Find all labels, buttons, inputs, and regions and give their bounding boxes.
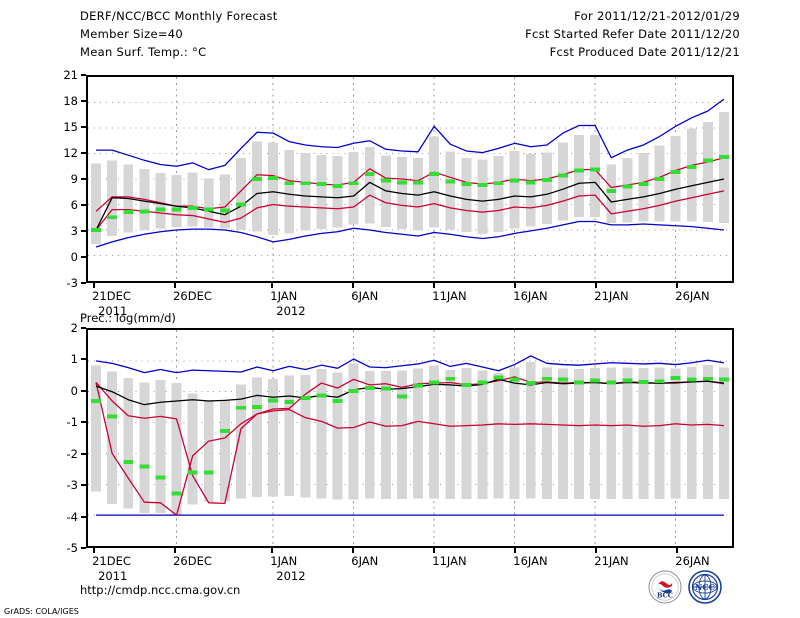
y-tick-mark: [81, 282, 86, 284]
temp-unit-caption: Mean Surf. Temp.: °C: [80, 45, 207, 59]
y-tick-mark: [81, 152, 86, 154]
y-tick-label: 0: [70, 250, 78, 264]
x-tick-label: 21DEC: [92, 554, 131, 568]
y-tick-mark: [81, 452, 86, 455]
x-tick-year-label: 2012: [276, 304, 306, 318]
x-tick-mark: [595, 548, 598, 553]
y-tick-mark: [81, 421, 86, 424]
y-tick-label: 9: [70, 172, 78, 186]
grads-credit: GrADS: COLA/IGES: [4, 607, 79, 616]
y-tick-mark: [81, 230, 86, 232]
ncc-logo-text: NCC: [695, 582, 715, 592]
y-tick-label: 3: [70, 224, 78, 238]
x-tick-year-label: 2012: [276, 569, 306, 583]
page-title: DERF/NCC/BCC Monthly Forecast: [80, 9, 278, 23]
y-tick-mark: [81, 358, 86, 361]
y-tick-label: 0: [70, 383, 78, 398]
ncc-logo-icon: NCC: [688, 570, 722, 604]
y-tick-label: -4: [66, 509, 78, 524]
y-tick-mark: [81, 484, 86, 487]
x-tick-mark: [352, 548, 355, 553]
x-tick-label: 26DEC: [173, 289, 212, 303]
x-tick-label: 21DEC: [92, 289, 131, 303]
y-tick-label: 2: [70, 321, 78, 335]
x-tick-mark: [514, 548, 517, 553]
x-tick-mark: [174, 283, 177, 288]
y-tick-label: 12: [63, 146, 78, 160]
x-tick-label: 26JAN: [675, 554, 710, 568]
prec-unit-caption: Prec.: log(mm/d): [80, 311, 176, 325]
x-tick-mark: [271, 283, 274, 288]
y-tick-label: 21: [63, 68, 78, 82]
x-tick-mark: [93, 548, 96, 553]
x-tick-label: 26JAN: [675, 289, 710, 303]
bcc-logo-icon: BCC: [648, 570, 682, 604]
y-tick-label: -5: [66, 541, 78, 555]
x-tick-label: 1JAN: [270, 554, 298, 568]
x-tick-mark: [514, 283, 517, 288]
x-tick-mark: [433, 283, 436, 288]
x-tick-label: 21JAN: [594, 289, 629, 303]
y-tick-label: -2: [66, 446, 78, 461]
y-tick-label: 6: [70, 198, 78, 212]
temperature-chart-svg: [88, 77, 732, 281]
y-tick-mark: [81, 389, 86, 392]
x-tick-label: 26DEC: [173, 554, 212, 568]
source-url[interactable]: http://cmdp.ncc.cma.gov.cn: [80, 583, 241, 597]
x-tick-label: 1JAN: [270, 289, 298, 303]
y-tick-mark: [81, 515, 86, 518]
x-tick-mark: [676, 283, 679, 288]
x-tick-label: 16JAN: [513, 289, 548, 303]
x-tick-mark: [676, 548, 679, 553]
x-tick-year-label: 2011: [98, 569, 128, 583]
x-tick-label: 21JAN: [594, 554, 629, 568]
y-tick-mark: [81, 327, 86, 329]
y-tick-label: 1: [70, 352, 78, 367]
precipitation-chart-svg: [88, 330, 732, 546]
x-tick-mark: [271, 548, 274, 553]
temperature-chart-plot-area: [86, 75, 734, 283]
x-tick-label: 6JAN: [351, 554, 379, 568]
y-tick-mark: [81, 126, 86, 128]
y-tick-mark: [81, 100, 86, 102]
x-tick-label: 16JAN: [513, 554, 548, 568]
y-tick-label: 18: [63, 94, 78, 108]
y-tick-mark: [81, 256, 86, 258]
x-tick-mark: [174, 548, 177, 553]
forecast-range-label: For 2011/12/21-2012/01/29: [574, 9, 740, 23]
x-tick-mark: [595, 283, 598, 288]
y-tick-label: -3: [66, 478, 78, 493]
x-tick-mark: [433, 548, 436, 553]
x-tick-label: 6JAN: [351, 289, 379, 303]
y-tick-label: 15: [63, 120, 78, 134]
bcc-logo-text: BCC: [657, 592, 673, 600]
precipitation-chart-plot-area: [86, 328, 734, 548]
forecast-started-label: Fcst Started Refer Date 2011/12/20: [525, 27, 740, 41]
y-tick-label: -1: [66, 415, 78, 430]
y-tick-mark: [81, 74, 86, 76]
x-tick-mark: [93, 283, 96, 288]
y-tick-mark: [81, 547, 86, 549]
x-tick-year-label: 2011: [98, 304, 128, 318]
member-size-label: Member Size=40: [80, 27, 184, 41]
y-tick-label: -3: [66, 276, 78, 290]
x-tick-mark: [352, 283, 355, 288]
y-tick-mark: [81, 178, 86, 180]
x-tick-label: 11JAN: [432, 554, 467, 568]
x-tick-label: 11JAN: [432, 289, 467, 303]
y-tick-mark: [81, 204, 86, 206]
forecast-produced-label: Fcst Produced Date 2011/12/21: [549, 45, 740, 59]
